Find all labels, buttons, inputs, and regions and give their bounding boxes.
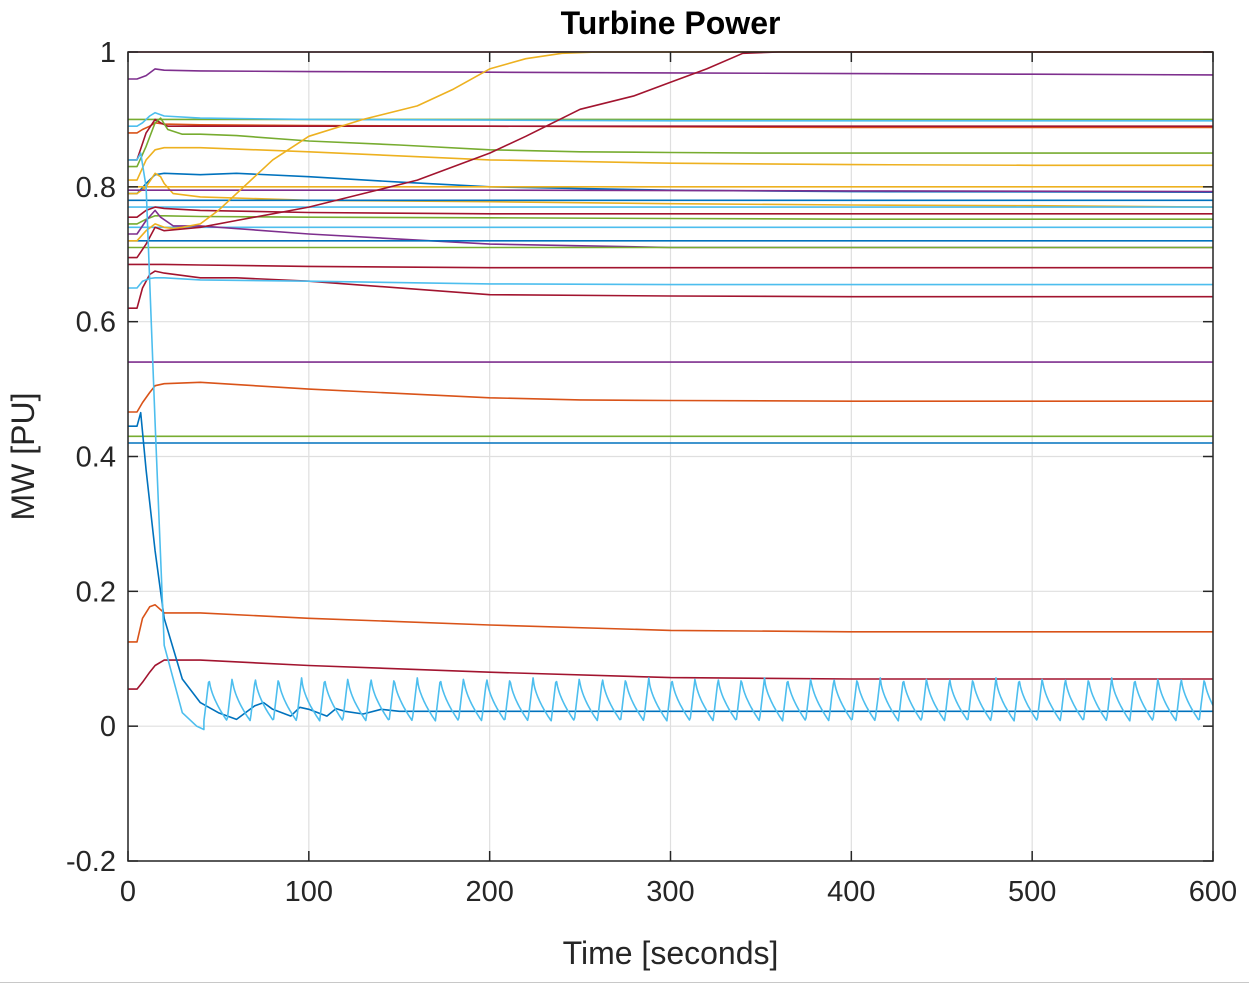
y-tick-label: 0.8 [76, 172, 116, 204]
series-line-22 [128, 51, 1213, 259]
series-line-33 [128, 152, 1213, 731]
series-line-15 [128, 206, 1213, 218]
series-line-16 [128, 215, 1213, 225]
x-tick-label: 200 [465, 876, 513, 908]
y-tick-label: -0.2 [66, 846, 116, 878]
x-tick-label: 500 [1008, 876, 1056, 908]
series-line-30 [128, 604, 1213, 643]
series-line-24 [128, 270, 1213, 309]
series-line-7 [128, 117, 1213, 168]
x-tick-label: 400 [827, 876, 875, 908]
y-tick-label: 0.2 [76, 576, 116, 608]
series-line-10 [128, 172, 1213, 208]
y-tick-label: 1 [100, 37, 116, 69]
x-tick-label: 0 [120, 876, 136, 908]
series-line-27 [128, 381, 1213, 413]
x-tick-label: 600 [1189, 876, 1237, 908]
series-line-25 [128, 277, 1213, 289]
series-line-23 [128, 263, 1213, 269]
series-line-8 [128, 146, 1213, 181]
y-tick-label: 0 [100, 711, 116, 743]
series-line-4 [128, 111, 1213, 127]
x-tick-label: 300 [646, 876, 694, 908]
y-tick-label: 0.4 [76, 442, 116, 474]
y-tick-label: 0.6 [76, 307, 116, 339]
bottom-divider [0, 982, 1249, 983]
chart-title: Turbine Power [561, 5, 781, 41]
series-line-6 [128, 118, 1213, 161]
series-line-2 [128, 68, 1213, 80]
x-tick-label: 100 [285, 876, 333, 908]
series-line-5 [128, 122, 1213, 134]
axis-ticks: 0 100 200 300 400 500 600-0.200.20.40.60.81 [66, 37, 1237, 908]
x-axis-label: Time [seconds] [563, 935, 779, 971]
y-axis-label: MW [PU] [5, 393, 41, 521]
series-line-31 [128, 659, 1213, 690]
series-line-12 [128, 189, 1213, 193]
